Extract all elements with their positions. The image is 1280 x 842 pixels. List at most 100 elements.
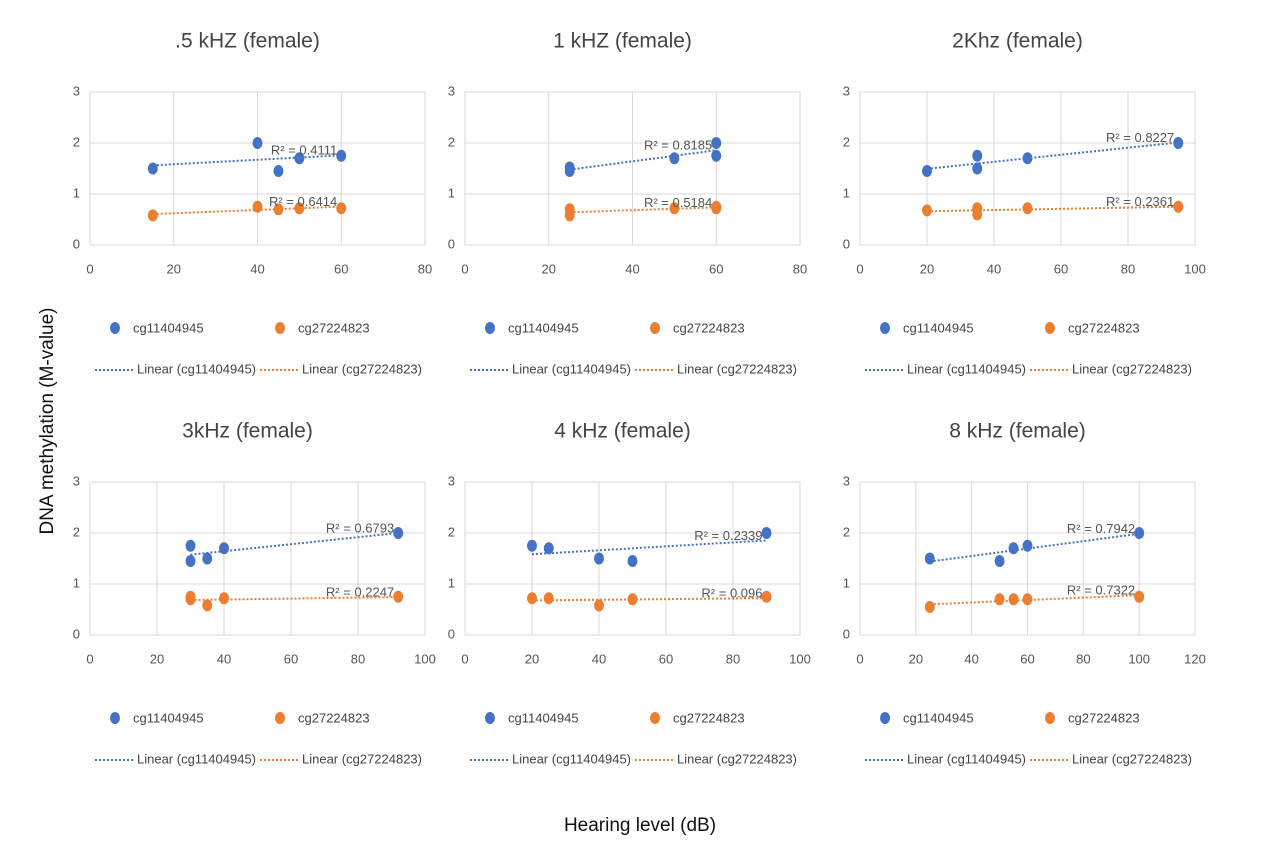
legend-trendline-label: Linear (cg11404945) xyxy=(512,751,631,766)
panel: 8 kHz (female) 0 1 2 3 0 20 40 60 80 100 120 R² = 0.… xyxy=(843,420,1206,767)
legend-label: cg11404945 xyxy=(133,320,204,335)
point xyxy=(1173,137,1184,149)
point xyxy=(1008,593,1019,606)
trendline xyxy=(531,597,767,602)
x-tick-label: 60 xyxy=(1054,261,1068,276)
legend-trendline-label: Linear (cg11404945) xyxy=(907,361,1026,376)
point xyxy=(393,590,404,603)
trendline xyxy=(926,205,1179,213)
y-tick-label: 1 xyxy=(843,185,850,200)
legend-label: cg27224823 xyxy=(1068,710,1140,725)
x-tick-label: 80 xyxy=(351,651,365,666)
y-axis-label: DNA methylation (M-value) xyxy=(37,307,58,534)
point xyxy=(1008,542,1019,555)
x-tick-label: 20 xyxy=(909,651,923,666)
legend-trendline-label: Linear (cg27224823) xyxy=(677,751,797,766)
r2-label: R² = 0.2361 xyxy=(1106,194,1174,209)
point xyxy=(1134,527,1145,539)
x-tick-label: 60 xyxy=(709,261,723,276)
point xyxy=(252,137,263,149)
y-tick-label: 0 xyxy=(448,626,455,641)
point xyxy=(924,600,935,613)
point xyxy=(185,555,196,568)
r2-label: R² = 0.8185 xyxy=(644,138,712,153)
point xyxy=(669,202,680,215)
legend-label: cg27224823 xyxy=(298,320,370,335)
point xyxy=(147,209,158,222)
point xyxy=(761,590,772,603)
x-tick-label: 40 xyxy=(987,261,1001,276)
legend-label: cg27224823 xyxy=(298,710,370,725)
point xyxy=(393,527,404,539)
point xyxy=(336,149,347,162)
point xyxy=(336,202,347,215)
y-tick-label: 2 xyxy=(448,134,455,149)
point xyxy=(219,592,229,605)
trendline xyxy=(569,149,717,171)
legend-marker xyxy=(485,322,495,334)
plot-border xyxy=(859,91,1196,246)
r2-label: R² = 0.2339 xyxy=(694,528,762,543)
chart-title: 1 kHZ (female) xyxy=(553,30,692,53)
x-tick-label: 60 xyxy=(1020,651,1034,666)
point xyxy=(202,599,213,612)
legend-marker xyxy=(110,712,120,724)
point xyxy=(273,165,284,178)
x-tick-label: 100 xyxy=(1128,651,1150,666)
y-tick-label: 1 xyxy=(73,575,80,590)
legend-marker xyxy=(275,322,285,334)
x-tick-label: 0 xyxy=(461,651,468,666)
chart-title: 8 kHz (female) xyxy=(949,420,1086,443)
point xyxy=(202,552,213,565)
legend-label: cg27224823 xyxy=(673,320,745,335)
trendline xyxy=(926,141,1179,170)
trendline xyxy=(152,205,342,216)
point xyxy=(972,149,983,162)
legend-label: cg11404945 xyxy=(508,710,579,725)
legend-marker xyxy=(880,322,890,334)
legend-trendline-label: Linear (cg27224823) xyxy=(302,361,422,376)
y-tick-label: 0 xyxy=(843,236,850,251)
y-tick-label: 1 xyxy=(448,575,455,590)
r2-label: R² = 0.7942 xyxy=(1067,521,1135,536)
point xyxy=(1022,539,1033,552)
y-tick-label: 1 xyxy=(448,185,455,200)
r2-label: R² = 0.7322 xyxy=(1067,583,1135,598)
x-tick-label: 100 xyxy=(414,651,436,666)
legend-trendline-label: Linear (cg27224823) xyxy=(1072,361,1192,376)
y-tick-label: 1 xyxy=(843,575,850,590)
x-tick-label: 60 xyxy=(334,261,348,276)
y-tick-label: 3 xyxy=(843,473,850,488)
y-tick-label: 3 xyxy=(448,473,455,488)
y-tick-label: 2 xyxy=(843,134,850,149)
chart-title: 2Khz (female) xyxy=(952,30,1083,53)
x-axis-label: Hearing level (dB) xyxy=(564,815,716,836)
x-tick-label: 0 xyxy=(86,651,93,666)
x-tick-label: 80 xyxy=(793,261,807,276)
x-tick-label: 40 xyxy=(250,261,264,276)
x-tick-label: 40 xyxy=(217,651,231,666)
legend-trendline-label: Linear (cg27224823) xyxy=(677,361,797,376)
point xyxy=(994,593,1005,606)
legend-marker xyxy=(1045,712,1055,724)
chart-title: 3kHz (female) xyxy=(182,420,313,443)
point xyxy=(627,555,638,568)
point xyxy=(252,200,263,213)
point xyxy=(1134,590,1145,603)
x-tick-label: 80 xyxy=(418,261,432,276)
point xyxy=(972,202,983,215)
trendline xyxy=(929,532,1140,563)
point xyxy=(294,202,305,215)
panel: 3kHz (female) 0 1 2 3 0 20 40 60 80 100 R² = 0.6793… xyxy=(73,420,436,767)
legend-marker xyxy=(1045,322,1055,334)
legend-marker xyxy=(485,712,495,724)
x-tick-label: 0 xyxy=(86,261,93,276)
panel: 4 kHz (female) 0 1 2 3 0 20 40 60 80 100 R² = 0.233… xyxy=(448,420,811,767)
point xyxy=(543,542,554,555)
trendline xyxy=(929,594,1140,606)
trendline xyxy=(569,206,717,214)
x-tick-label: 20 xyxy=(920,261,934,276)
point xyxy=(711,137,722,149)
point xyxy=(922,204,932,217)
